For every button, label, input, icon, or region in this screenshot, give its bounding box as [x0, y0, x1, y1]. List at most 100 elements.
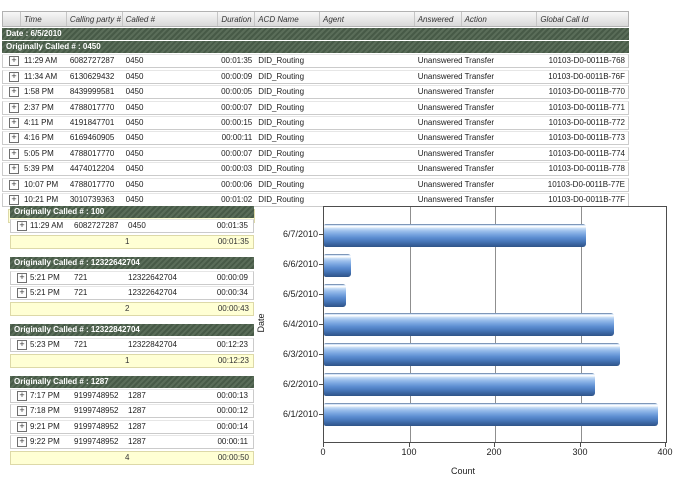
acd-name-cell: DID_Routing: [258, 102, 305, 112]
table-row[interactable]: +9:22 PM 9199748952 1287 00:00:11: [10, 435, 254, 450]
time-cell: 2:37 PM: [23, 102, 54, 112]
duration-cell: 00:00:34: [216, 288, 248, 298]
expand-cell: +: [11, 390, 27, 402]
table-row[interactable]: +11:29 AM 6082727287 0450 00:01:35: [10, 219, 254, 234]
agent-cell: [320, 132, 415, 144]
time-cell: 5:05 PM: [23, 148, 54, 158]
table-row[interactable]: +5:39 PM 4474012204 0450 00:00:03 DID_Routin…: [2, 162, 629, 177]
expand-row-icon[interactable]: +: [9, 117, 19, 128]
time-cell: 4:16 PM: [23, 133, 54, 143]
y-axis-tick: [319, 264, 323, 265]
expand-row-icon[interactable]: +: [17, 339, 27, 350]
column-header-agent: Agent: [320, 12, 415, 26]
expand-row-icon[interactable]: +: [17, 406, 27, 417]
chart-bar-6-4-2010: [324, 313, 614, 336]
table-row[interactable]: +10:21 PM 3010739363 0450 00:01:02 DID_Routi…: [2, 192, 629, 207]
y-axis-tick: [319, 414, 323, 415]
time-cell: 9:22 PM: [30, 437, 60, 447]
expand-row-icon[interactable]: +: [17, 390, 27, 401]
called-number-cell: 12322642704: [128, 288, 177, 298]
column-header-answered: Answered: [415, 12, 462, 26]
expand-cell: +: [3, 163, 21, 175]
called-number-cell: 0450: [125, 87, 144, 97]
table-row[interactable]: +2:37 PM 4788017770 0450 00:00:07 DID_Routin…: [2, 100, 629, 115]
column-header-called-: Called #: [123, 12, 219, 26]
time-cell: 10:21 PM: [23, 194, 59, 204]
date-group-band[interactable]: Date : 6/5/2010: [2, 28, 629, 40]
time-cell: 1:58 PM: [23, 87, 54, 97]
expand-row-icon[interactable]: +: [17, 272, 27, 283]
table-row[interactable]: +5:21 PM 721 12322642704 00:00:09: [10, 270, 254, 285]
originally-called-group-band[interactable]: Originally Called # : 100: [10, 206, 254, 218]
duration-cell: 00:01:35: [221, 56, 253, 66]
calling-party-cell: 9199748952: [74, 390, 119, 400]
table-row[interactable]: +4:16 PM 6169460905 0450 00:00:11 DID_Routin…: [2, 131, 629, 146]
expand-row-icon[interactable]: +: [17, 437, 27, 448]
action-cell: Transfer: [464, 148, 495, 158]
expand-cell: +: [11, 405, 27, 417]
time-cell: 5:21 PM: [30, 272, 60, 282]
called-number-cell: 0450: [125, 194, 144, 204]
x-axis-tick: [323, 443, 324, 447]
expand-cell: +: [11, 421, 27, 433]
table-row[interactable]: +5:23 PM 721 12322842704 00:12:23: [10, 337, 254, 352]
expand-row-icon[interactable]: +: [9, 87, 19, 98]
duration-cell: 00:00:14: [216, 421, 248, 431]
called-number-cell: 1287: [128, 437, 146, 447]
x-axis-tick-label: 100: [401, 447, 417, 457]
column-header-calling-party-: Calling party #: [67, 12, 123, 26]
expand-row-icon[interactable]: +: [9, 148, 19, 159]
table-row[interactable]: +9:21 PM 9199748952 1287 00:00:14: [10, 419, 254, 434]
chart-bar-6-2-2010: [324, 373, 595, 396]
table-row[interactable]: +10:07 PM 4788017770 0450 00:00:06 DID_Routi…: [2, 177, 629, 192]
table-row[interactable]: +1:58 PM 8439999581 0450 00:00:05 DID_Routin…: [2, 85, 629, 100]
x-axis-tick-label: 400: [657, 447, 673, 457]
time-cell: 10:07 PM: [23, 179, 59, 189]
expand-row-icon[interactable]: +: [17, 221, 27, 232]
table-row[interactable]: +5:05 PM 4788017770 0450 00:00:07 DID_Routin…: [2, 146, 629, 161]
called-number-cell: 0450: [125, 56, 144, 66]
originally-called-group-band[interactable]: Originally Called # : 1287: [10, 375, 254, 388]
expand-row-icon[interactable]: +: [9, 102, 19, 113]
expand-row-icon[interactable]: +: [9, 164, 19, 175]
chart-x-axis-title: Count: [450, 466, 476, 476]
duration-cell: 00:00:06: [221, 179, 253, 189]
y-axis-tick: [319, 294, 323, 295]
originally-called-group-band[interactable]: Originally Called # : 12322642704: [10, 257, 254, 270]
calling-party-cell: 3010739363: [69, 194, 115, 204]
expand-row-icon[interactable]: +: [9, 194, 19, 205]
table-row[interactable]: +11:34 AM 6130629432 0450 00:00:09 DID_Routi…: [2, 69, 629, 84]
expand-row-icon[interactable]: +: [9, 179, 19, 190]
answered-cell: Unanswered: [417, 56, 462, 66]
answered-cell: Unanswered: [417, 179, 462, 189]
expand-row-icon[interactable]: +: [17, 288, 27, 299]
time-cell: 9:21 PM: [30, 421, 60, 431]
time-cell: 7:18 PM: [30, 406, 60, 416]
group-summary-row: 2 00:00:43: [10, 302, 254, 317]
count-by-date-chart: Count Date 0 100 200 300 400 6/7/2010 6/6/2010…: [250, 195, 676, 485]
table-row[interactable]: +5:21 PM 721 12322642704 00:00:34: [10, 286, 254, 301]
summary-call-count: 4: [125, 453, 130, 463]
agent-cell: [320, 86, 415, 98]
originally-called-group-band[interactable]: Originally Called # : 0450: [2, 41, 629, 53]
expand-row-icon[interactable]: +: [17, 421, 27, 432]
table-row[interactable]: +4:11 PM 4191847701 0450 00:00:15 DID_Routin…: [2, 115, 629, 130]
time-cell: 5:39 PM: [23, 164, 54, 174]
calling-party-cell: 6082727287: [69, 56, 115, 66]
expand-row-icon[interactable]: +: [9, 133, 19, 144]
table-row[interactable]: +7:18 PM 9199748952 1287 00:00:12: [10, 404, 254, 419]
called-number-cell: 0450: [125, 179, 144, 189]
table-row[interactable]: +7:17 PM 9199748952 1287 00:00:13: [10, 388, 254, 403]
answered-cell: Unanswered: [417, 148, 462, 158]
expand-row-icon[interactable]: +: [9, 71, 19, 82]
expand-row-icon[interactable]: +: [9, 56, 19, 67]
time-cell: 7:17 PM: [30, 390, 60, 400]
summary-total-duration: 00:00:50: [217, 453, 249, 463]
originally-called-group-band[interactable]: Originally Called # : 12322842704: [10, 324, 254, 337]
table-row[interactable]: +11:29 AM 6082727287 0450 00:01:35 DID_Routi…: [2, 54, 629, 69]
action-cell: Transfer: [464, 71, 495, 81]
expand-cell: +: [3, 148, 21, 160]
calling-party-cell: 721: [74, 288, 88, 298]
expand-cell: +: [3, 86, 21, 98]
y-axis-tick-label: 6/2/2010: [282, 379, 318, 389]
